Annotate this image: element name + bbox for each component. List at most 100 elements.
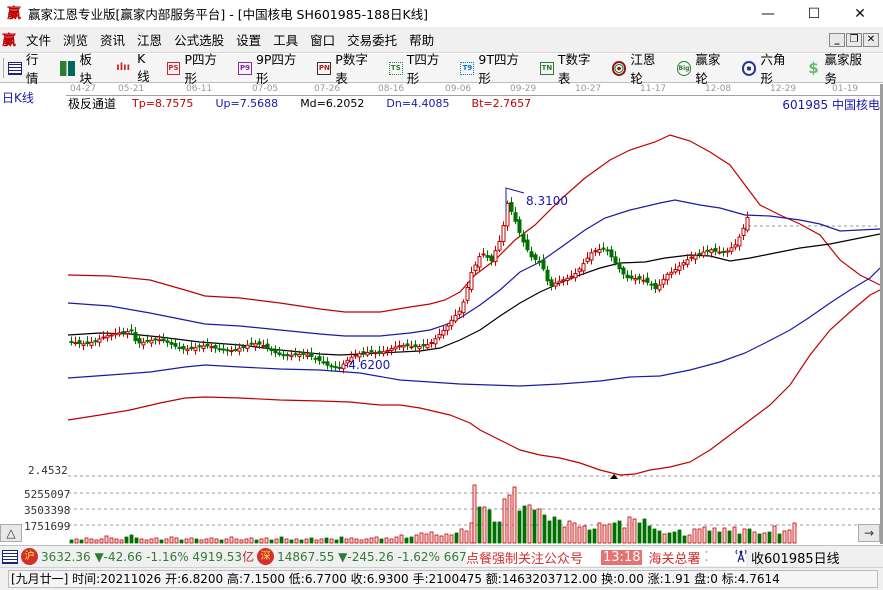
shanghai-badge-icon: 沪 [21,548,38,565]
date-tick: 01-19 [832,84,859,94]
menu-window[interactable]: 窗口 [310,33,336,48]
9t-square-button[interactable]: T9 9T四方形 [460,49,530,87]
t9-icon: T9 [460,61,475,75]
shenzhen-index[interactable]: 14867.55 ▼-245.26 -1.62% 6674.8 [277,549,486,564]
volume-axis-mid: 3503398 [24,504,71,517]
message-text: 收601985日线 [751,552,840,567]
date-tick: 06-11 [186,84,213,94]
antenna-icon [735,549,747,567]
p-square-button[interactable]: PS P四方形 [166,49,229,87]
volume-axis-top: 5255097 [24,488,71,501]
hexagon-icon [741,60,757,76]
ticker-more: ⁚ [704,549,709,565]
dollar-icon: $ [808,58,819,77]
kline-label: K线 [137,51,150,84]
p-number-table-button[interactable]: PN P数字表 [317,49,379,87]
mdi-minimize-button[interactable]: _ [829,33,845,47]
p-square-label: P四方形 [184,52,217,86]
t-number-table-button[interactable]: TN T数字表 [539,49,603,87]
p9-icon: P9 [238,61,252,75]
gann-wheel-button[interactable]: 江恩轮 [611,49,668,87]
candlestick-icon: ılıı [116,61,131,73]
title-bar: 赢 赢家江恩专业版[赢家内部服务平台] - [中国核电 SH601985-188… [0,0,883,27]
9p-square-label: 9P四方形 [255,52,297,86]
date-tick: 10-27 [575,84,602,94]
indicator-dn: Dn=4.4085 [386,96,450,110]
close-button[interactable]: ✕ [854,5,866,22]
menu-help[interactable]: 帮助 [409,33,435,48]
toolbar-grip[interactable] [3,58,5,78]
date-tick: 09-06 [445,84,472,94]
message-box: 收601985日线 [735,548,840,567]
9p-square-button[interactable]: P9 9P四方形 [238,49,308,87]
menu-news[interactable]: 资讯 [100,33,126,48]
sector-button[interactable]: 板块 [59,49,105,87]
scroll-right-button[interactable]: → [858,524,880,542]
market-status-bar: 沪 3632.36 ▼-42.66 -1.16% 4919.53 亿 深 148… [0,545,883,567]
menu-trade[interactable]: 交易委托 [347,33,398,48]
indicator-bt: Bt=2.7657 [471,96,532,110]
9t-square-label: 9T四方形 [478,52,519,86]
shanghai-unit: 亿 [242,550,255,564]
toolbar: 行情 板块 ılıı K线 PS P四方形 P9 9P四方形 PN P数字表 TS T四方… [0,51,883,86]
app-logo-icon: 赢 [7,5,21,22]
ts-icon: TS [388,61,403,75]
date-tick: 12-08 [705,84,732,94]
t-number-table-label: T数字表 [557,52,591,86]
chart-right-border [880,84,883,544]
stock-label: 601985 中国核电 [782,98,880,112]
menu-formula-screen[interactable]: 公式选股 [174,33,225,48]
quote-button[interactable]: 行情 [7,49,51,87]
svg-text:-4.6200: -4.6200 [344,358,390,372]
ticker-text: 点餐强制关注公众号 [466,551,584,567]
date-tick: 05-21 [118,84,145,94]
mdi-close-button[interactable]: ✕ [863,33,879,47]
hexagon-label: 六角形 [760,52,786,86]
t-square-button[interactable]: TS T四方形 [388,49,452,87]
market-grid-icon[interactable] [2,549,18,564]
news-ticker[interactable]: 点餐强制关注公众号 13:18 海关总署 ⁚ [466,548,746,567]
date-tick: 12-29 [770,84,797,94]
menu-logo-icon[interactable]: 赢 [2,32,16,49]
ps-icon: PS [166,61,181,75]
quote-label: 行情 [25,52,39,86]
shanghai-index[interactable]: 3632.36 ▼-42.66 -1.16% 4919.53 [41,549,243,564]
chart-area[interactable]: 8.3100 -4.6200 日K线 04-27 05-21 06-11 07-05 07… [0,84,880,544]
winner-wheel-label: 赢家轮 [695,52,721,86]
menu-file[interactable]: 文件 [26,33,52,48]
volume-axis-low: 1751699 [24,520,71,533]
sector-block-icon [59,60,76,76]
scroll-left-button[interactable]: △ [0,524,22,542]
menu-tools[interactable]: 工具 [273,33,299,48]
indicator-name: 极反通道 [68,96,117,111]
p-number-table-label: P数字表 [335,52,368,86]
tn-icon: TN [539,61,554,75]
window-title: 赢家江恩专业版[赢家内部服务平台] - [中国核电 SH601985-188日K… [28,7,429,22]
indicator-legend: 极反通道 Tp=8.7575 Up=7.5688 Md=6.2052 Dn=4.… [68,96,553,111]
kline-button[interactable]: ılıı K线 [113,51,157,85]
winner-service-button[interactable]: $ 赢家服务 [807,49,874,87]
maximize-button[interactable]: ☐ [807,5,821,22]
mdi-restore-button[interactable]: ❐ [846,33,862,47]
ticker-time: 13:18 [601,549,643,565]
minimize-button[interactable]: — [761,5,775,22]
price-chart-svg[interactable]: 8.3100 -4.6200 [0,84,880,544]
date-tick: 07-05 [252,84,279,94]
indicator-md: Md=6.2052 [300,96,365,110]
menu-browse[interactable]: 浏览 [63,33,89,48]
winner-wheel-button[interactable]: Big 赢家轮 [676,49,733,87]
menu-settings[interactable]: 设置 [236,33,262,48]
date-tick: 11-17 [640,84,667,94]
date-axis: 04-27 05-21 06-11 07-05 07-26 08-16 09-06 09-29… [66,84,880,96]
period-label: 日K线 [2,91,34,105]
menu-bar: 赢 文件 浏览 资讯 江恩 公式选股 设置 工具 窗口 交易委托 帮助 _ ❐ … [0,27,883,53]
hexagon-button[interactable]: 六角形 [741,49,798,87]
winner-service-label: 赢家服务 [824,52,862,86]
quote-grid-icon [7,61,22,75]
date-tick: 08-16 [378,84,405,94]
menu-gann[interactable]: 江恩 [137,33,163,48]
indicator-up: Up=7.5688 [215,96,279,110]
svg-text:8.3100: 8.3100 [526,194,568,208]
gann-wheel-label: 江恩轮 [630,52,656,86]
